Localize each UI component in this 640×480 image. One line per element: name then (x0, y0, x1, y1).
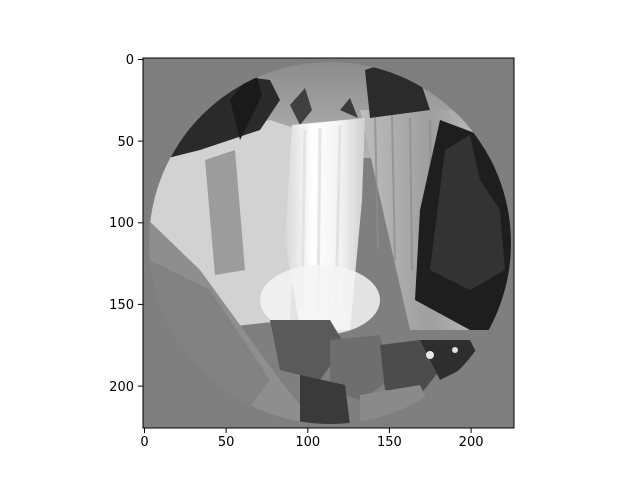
x-tick-label: 100 (295, 435, 320, 450)
x-tick-label: 50 (218, 435, 235, 450)
y-tick-label: 50 (117, 135, 134, 150)
y-tick-label: 0 (126, 53, 134, 68)
x-tick-label: 0 (140, 435, 148, 450)
y-tick-label: 150 (109, 298, 134, 313)
x-tick-label: 150 (377, 435, 402, 450)
y-tick-label: 200 (109, 380, 134, 395)
x-tick-label: 200 (459, 435, 484, 450)
y-axis: 0 50 100 150 200 (109, 53, 143, 395)
x-axis: 0 50 100 150 200 (140, 428, 484, 450)
photo-image (142, 57, 515, 429)
y-tick-label: 100 (109, 216, 134, 231)
